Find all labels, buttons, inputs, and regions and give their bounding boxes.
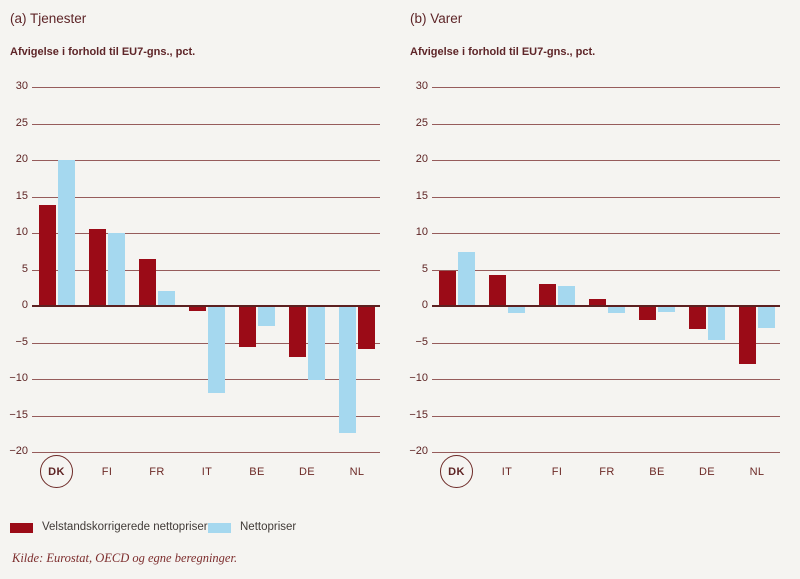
highlighted-category-dk: DK <box>440 455 473 488</box>
x-label-IT: IT <box>201 466 213 478</box>
gridline <box>432 415 780 417</box>
bar-NL-velstandskorrigerede <box>739 307 756 364</box>
bar-NL-nettopriser <box>758 307 775 328</box>
x-label-NL: NL <box>749 466 765 478</box>
bar-IT-velstandskorrigerede <box>189 307 206 312</box>
zero-gridline <box>432 305 780 307</box>
y-tick-label: 30 <box>15 80 28 92</box>
x-label-NL: NL <box>349 466 365 478</box>
y-tick-label: −10 <box>9 372 28 384</box>
x-label-FI: FI <box>551 466 563 478</box>
y-tick-label: −10 <box>409 372 428 384</box>
y-tick-label: 20 <box>15 153 28 165</box>
zero-gridline <box>32 305 380 307</box>
bar-DE-nettopriser <box>308 307 325 380</box>
x-label-FI: FI <box>101 466 113 478</box>
bar-DK-velstandskorrigerede <box>439 270 456 305</box>
gridline <box>432 196 780 198</box>
legend-swatch-nettopriser <box>208 523 231 533</box>
y-tick-label: 25 <box>15 116 28 129</box>
bar-FR-velstandskorrigerede <box>589 299 606 305</box>
y-tick-label: 15 <box>15 189 28 202</box>
panel-title-a: (a) Tjenester <box>10 11 87 26</box>
gridline <box>432 269 780 271</box>
bar-BE-nettopriser <box>658 307 675 312</box>
gridline <box>32 452 380 453</box>
gridline <box>432 160 780 161</box>
gridline <box>32 269 380 271</box>
y-tick-label: 25 <box>415 116 428 129</box>
bar-IT-nettopriser <box>208 307 225 393</box>
gridline <box>32 87 380 88</box>
gridline <box>32 342 380 344</box>
gridline <box>432 233 780 234</box>
gridline <box>32 196 380 198</box>
gridline <box>32 415 380 417</box>
axis-title-a: Afvigelse i forhold til EU7-gns., pct. <box>10 46 196 58</box>
bar-chart-varer: 30 25 20 15 10 5 0 −5 −10 −15 −20 DK IT FI FR BE DE NL <box>409 0 790 579</box>
y-tick-label: 15 <box>415 189 428 202</box>
gridline <box>32 233 380 234</box>
x-label-BE: BE <box>649 466 665 478</box>
bar-IT-velstandskorrigerede <box>489 275 506 305</box>
y-tick-label: −20 <box>409 445 428 457</box>
source-note: Kilde: Eurostat, OECD og egne beregninge… <box>12 551 238 565</box>
gridline <box>432 123 780 125</box>
bar-DK-velstandskorrigerede <box>39 205 56 305</box>
x-label-DE: DE <box>698 466 716 478</box>
axis-title-b: Afvigelse i forhold til EU7-gns., pct. <box>410 46 596 58</box>
gridline <box>32 123 380 125</box>
bar-FI-velstandskorrigerede <box>89 229 106 305</box>
gridline <box>432 342 780 344</box>
y-tick-label: −15 <box>409 408 428 421</box>
bar-FR-nettopriser <box>158 290 175 305</box>
bar-IT-nettopriser <box>508 307 525 313</box>
x-label-IT: IT <box>501 466 513 478</box>
bar-NL-velstandskorrigerede <box>358 307 375 350</box>
bar-BE-nettopriser <box>258 307 275 327</box>
y-tick-label: −15 <box>9 408 28 421</box>
bar-DE-velstandskorrigerede <box>289 307 306 358</box>
gridline <box>432 379 780 380</box>
y-tick-label: 20 <box>415 153 428 165</box>
bar-DK-nettopriser <box>58 160 75 305</box>
y-tick-label: 30 <box>415 80 428 92</box>
y-tick-label: 10 <box>15 226 28 238</box>
bar-BE-velstandskorrigerede <box>239 307 256 347</box>
x-label-DE: DE <box>298 466 316 478</box>
highlighted-category-dk: DK <box>40 455 73 488</box>
bar-NL-nettopriser <box>339 307 356 434</box>
legend-label-velstandskorrigerede-nettopriser: Velstandskorrigerede nettopriser <box>42 521 208 533</box>
y-tick-label: 0 <box>421 299 428 311</box>
y-tick-label: 5 <box>21 262 28 275</box>
y-tick-label: −5 <box>415 335 428 348</box>
y-tick-label: −5 <box>15 335 28 348</box>
y-tick-label: 10 <box>415 226 428 238</box>
bar-FR-nettopriser <box>608 307 625 314</box>
x-label-FR: FR <box>149 466 165 478</box>
y-tick-label: 5 <box>421 262 428 275</box>
gridline <box>432 452 780 453</box>
panel-varer: (b) Varer Afvigelse i forhold til EU7-gn… <box>409 0 790 579</box>
bar-FR-velstandskorrigerede <box>139 258 156 305</box>
y-tick-label: −20 <box>9 445 28 457</box>
bar-DE-velstandskorrigerede <box>689 307 706 329</box>
gridline <box>432 87 780 88</box>
x-label-FR: FR <box>599 466 615 478</box>
bar-chart-tjenester: 30 25 20 15 10 5 0 −5 −10 −15 −20 DK FI FR IT BE DE NL <box>9 0 390 579</box>
legend-swatch-velstandskorrigerede-nettopriser <box>10 523 33 533</box>
gridline <box>32 379 380 380</box>
bar-DK-nettopriser <box>458 251 475 305</box>
x-label-BE: BE <box>249 466 265 478</box>
panel-title-b: (b) Varer <box>410 11 463 26</box>
bar-FI-velstandskorrigerede <box>539 284 556 305</box>
bar-DE-nettopriser <box>708 307 725 340</box>
y-tick-label: 0 <box>21 299 28 311</box>
panel-tjenester: (a) Tjenester Afvigelse i forhold til EU… <box>9 0 390 579</box>
legend-label-nettopriser: Nettopriser <box>240 521 297 533</box>
bar-FI-nettopriser <box>108 233 125 305</box>
bar-BE-velstandskorrigerede <box>639 307 656 320</box>
bar-FI-nettopriser <box>558 286 575 305</box>
gridline <box>32 160 380 161</box>
